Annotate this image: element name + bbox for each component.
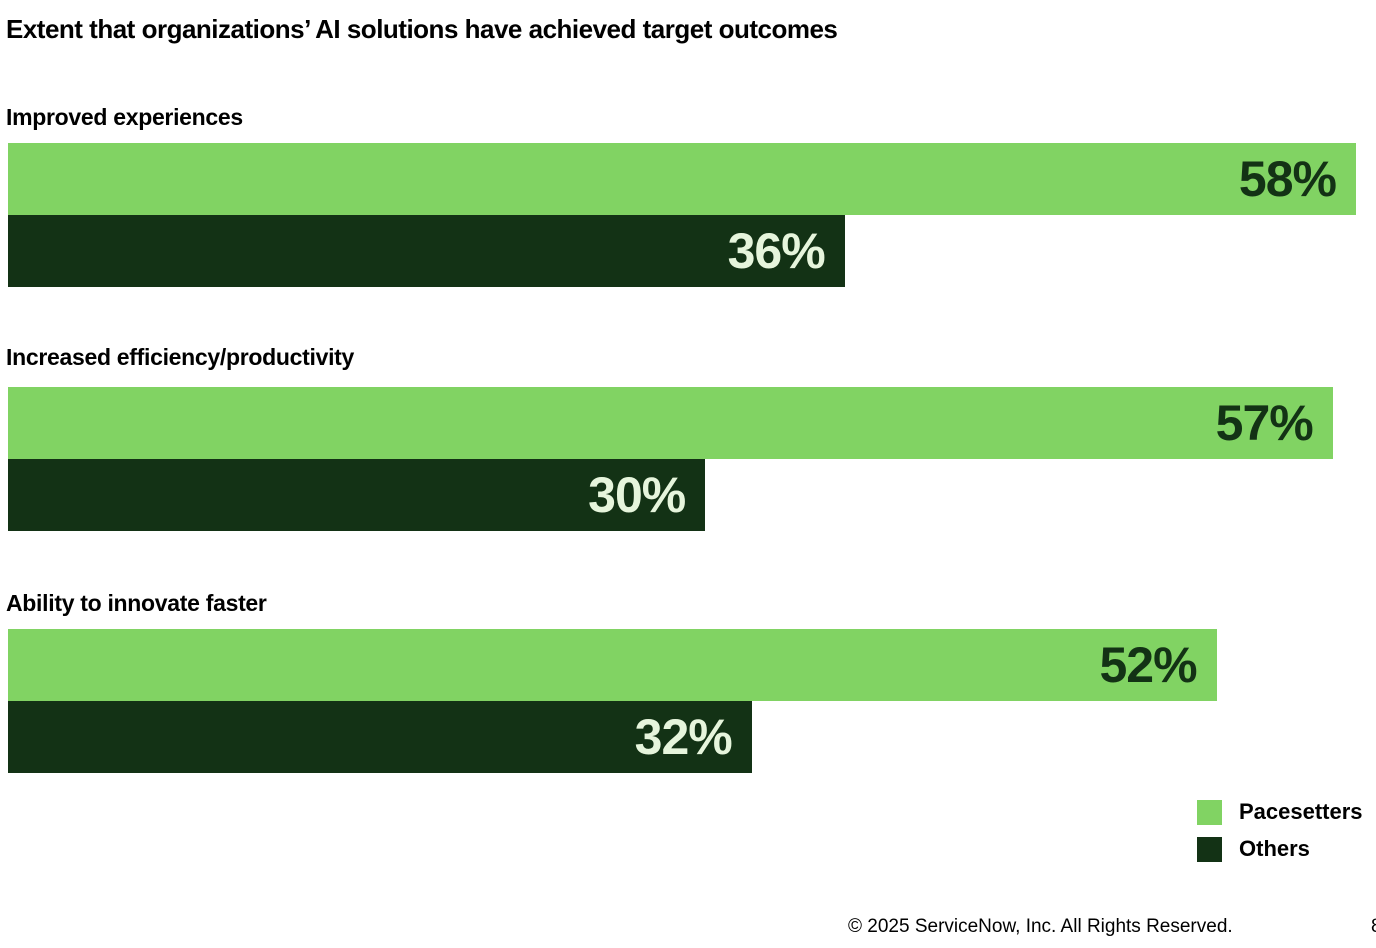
bar-pacesetters: 57%: [8, 387, 1333, 459]
legend-swatch: [1197, 799, 1222, 825]
page-number: 8: [1371, 916, 1376, 938]
legend-item: Pacesetters: [1197, 799, 1363, 825]
category-label: Increased efficiency/productivity: [6, 344, 355, 370]
data-label: 57%: [1215, 395, 1314, 451]
bar-pacesetters: 58%: [8, 143, 1356, 215]
legend-label: Others: [1239, 836, 1310, 861]
chart-title: Extent that organizations’ AI solutions …: [6, 14, 838, 44]
category-label: Improved experiences: [6, 104, 243, 130]
bar-others: 30%: [8, 459, 706, 531]
legend-item: Others: [1197, 836, 1310, 862]
data-label: 32%: [634, 709, 733, 765]
category-label: Ability to innovate faster: [6, 590, 267, 616]
bar-others: 32%: [8, 701, 752, 773]
data-label: 36%: [727, 223, 826, 279]
bar-pacesetters: 52%: [8, 629, 1217, 701]
legend-label: Pacesetters: [1239, 799, 1363, 824]
bar-others: 36%: [8, 215, 845, 287]
data-label: 58%: [1238, 151, 1337, 207]
data-label: 30%: [588, 467, 686, 523]
data-label: 52%: [1099, 637, 1197, 693]
copyright-footer: © 2025 ServiceNow, Inc. All Rights Reser…: [848, 916, 1233, 937]
legend-swatch: [1197, 836, 1222, 862]
